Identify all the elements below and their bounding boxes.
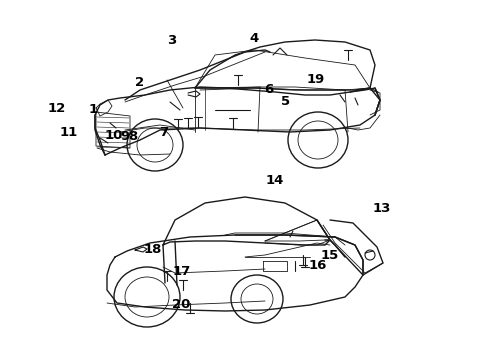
Text: 11: 11 [59,126,78,139]
Text: 1: 1 [89,103,98,116]
Text: 18: 18 [144,243,162,256]
Text: 8: 8 [129,130,138,143]
Text: 6: 6 [264,83,273,96]
Text: 4: 4 [249,32,258,45]
Text: 17: 17 [172,265,191,278]
Text: 16: 16 [308,259,327,272]
Text: 3: 3 [167,34,176,47]
Text: 20: 20 [172,298,191,311]
Text: 10: 10 [105,129,123,142]
Text: 7: 7 [160,126,169,139]
Text: 14: 14 [265,174,284,187]
Text: 13: 13 [373,202,392,215]
Text: 19: 19 [307,73,325,86]
Text: 5: 5 [281,95,290,108]
Text: 12: 12 [47,102,66,115]
Text: 15: 15 [320,249,339,262]
Text: 9: 9 [120,130,129,143]
Text: 2: 2 [135,76,144,89]
